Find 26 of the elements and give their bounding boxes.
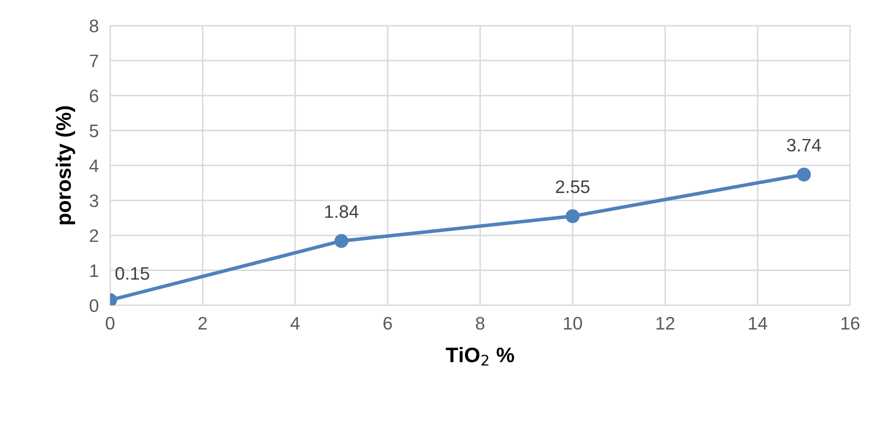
x-tick-label: 8 — [476, 316, 484, 330]
data-label: 0.15 — [115, 267, 150, 280]
y-tick-label: 8 — [90, 20, 98, 32]
x-axis-title: TiO$_{2}$ % — [446, 347, 514, 366]
x-tick-label: 6 — [384, 316, 392, 330]
data-label: 1.84 — [325, 205, 358, 218]
x-tick-label: 2 — [198, 316, 207, 330]
x-tick-label: 12 — [656, 316, 674, 330]
x-tick-label: 16 — [842, 316, 860, 330]
x-tick-label: 14 — [748, 317, 768, 330]
x-tick-label: 4 — [290, 317, 300, 330]
y-tick-label: 6 — [90, 89, 98, 102]
point — [566, 209, 580, 224]
y-tick-label: 5 — [90, 124, 98, 138]
data-label: 3.74 — [787, 138, 821, 152]
y-axis-title: porosity (%) — [56, 106, 76, 224]
x-tick-label: 0 — [106, 316, 114, 330]
data-label: 2.55 — [556, 180, 590, 194]
y-tick-label: 0 — [90, 299, 98, 312]
y-tick-label: 3 — [90, 194, 98, 208]
x-tick-label: 10 — [564, 316, 582, 330]
y-tick-label: 4 — [89, 160, 98, 172]
y-tick-label: 2 — [90, 229, 98, 242]
y-tick-label: 1 — [90, 264, 98, 277]
point — [796, 168, 811, 182]
y-tick-label: 7 — [90, 54, 98, 68]
